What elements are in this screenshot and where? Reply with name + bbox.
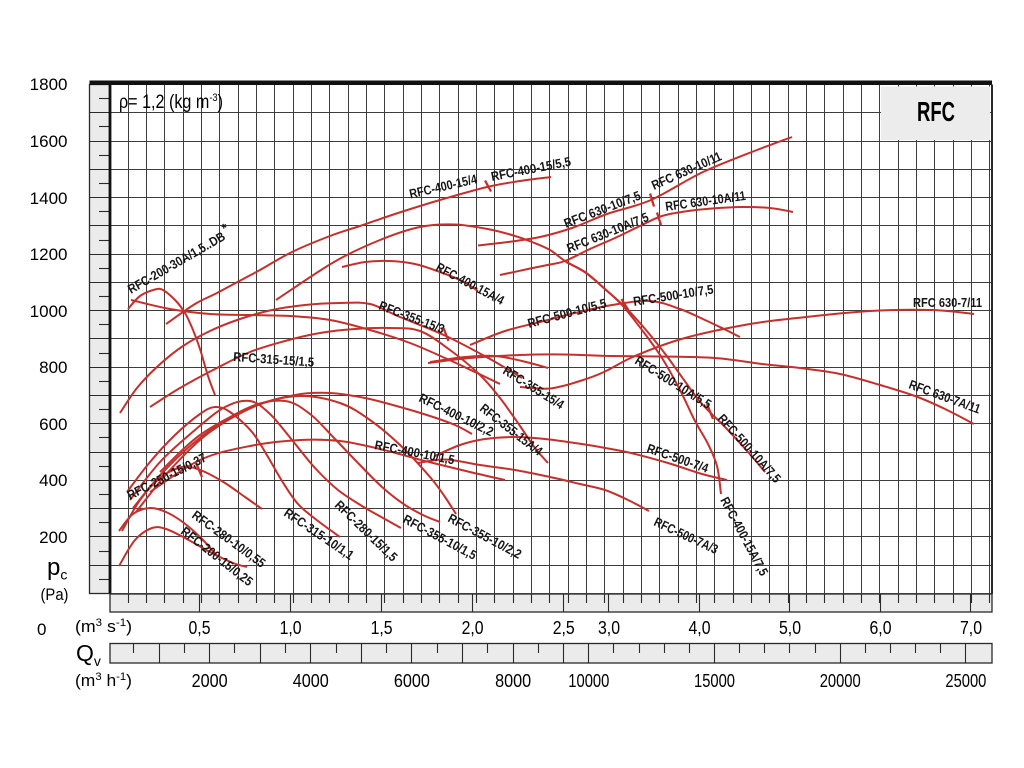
- svg-text:20000: 20000: [820, 670, 861, 691]
- svg-text:600: 600: [39, 415, 67, 434]
- svg-text:6000: 6000: [394, 670, 430, 691]
- svg-text:1400: 1400: [30, 189, 68, 208]
- svg-text:800: 800: [39, 358, 67, 377]
- svg-text:0,5: 0,5: [189, 617, 211, 638]
- svg-text:1600: 1600: [30, 132, 68, 151]
- svg-text:1200: 1200: [30, 245, 68, 264]
- svg-text:25000: 25000: [945, 670, 986, 691]
- svg-text:2,5: 2,5: [553, 617, 575, 638]
- svg-text:4,0: 4,0: [689, 617, 711, 638]
- svg-text:4000: 4000: [293, 670, 329, 691]
- svg-text:RFC: RFC: [917, 96, 955, 127]
- svg-text:6,0: 6,0: [870, 617, 892, 638]
- svg-text:2000: 2000: [192, 670, 228, 691]
- svg-text:15000: 15000: [694, 670, 735, 691]
- svg-text:400: 400: [39, 471, 67, 490]
- svg-text:5,0: 5,0: [779, 617, 801, 638]
- svg-text:RFC 630-7/11: RFC 630-7/11: [913, 295, 982, 310]
- svg-text:7,0: 7,0: [960, 617, 982, 638]
- svg-text:0: 0: [37, 620, 46, 639]
- svg-text:1800: 1800: [30, 75, 68, 94]
- svg-text:1000: 1000: [30, 302, 68, 321]
- svg-text:RFC-315-15/1,5: RFC-315-15/1,5: [233, 349, 315, 370]
- svg-text:200: 200: [39, 528, 67, 547]
- svg-text:1,0: 1,0: [280, 617, 302, 638]
- svg-text:10000: 10000: [568, 670, 609, 691]
- svg-text:ρ= 1,2 (kg m-3): ρ= 1,2 (kg m-3): [119, 92, 223, 113]
- svg-text:8000: 8000: [495, 670, 531, 691]
- svg-text:3,0: 3,0: [598, 617, 620, 638]
- svg-text:1,5: 1,5: [371, 617, 393, 638]
- svg-text:(Pa): (Pa): [41, 585, 69, 604]
- svg-text:2,0: 2,0: [462, 617, 484, 638]
